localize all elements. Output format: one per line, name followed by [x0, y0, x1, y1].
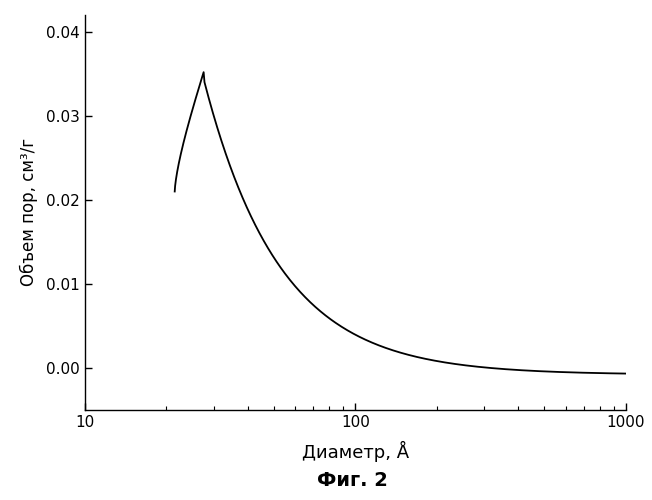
Text: Фиг. 2: Фиг. 2	[317, 470, 387, 490]
Y-axis label: Объем пор, см³/г: Объем пор, см³/г	[20, 138, 38, 286]
X-axis label: Диаметр, Å: Диаметр, Å	[302, 441, 409, 462]
